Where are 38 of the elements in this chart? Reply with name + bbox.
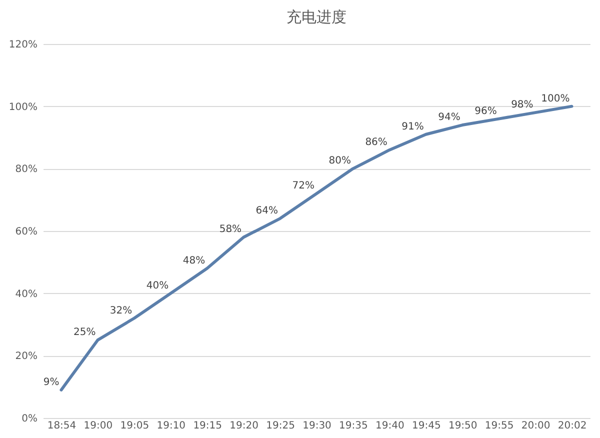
x-tick-label: 19:35 xyxy=(339,420,368,432)
y-tick-label: 20% xyxy=(15,351,38,362)
chart-title: 充电进度 xyxy=(286,8,346,26)
x-tick-label: 20:02 xyxy=(558,420,587,432)
x-tick-label: 19:25 xyxy=(266,420,295,432)
data-label: 96% xyxy=(474,106,497,117)
x-tick-label: 19:15 xyxy=(193,420,222,432)
y-tick-label: 80% xyxy=(15,164,38,176)
x-tick-label: 19:10 xyxy=(156,420,186,432)
x-tick-label: 19:50 xyxy=(448,420,478,432)
data-label: 48% xyxy=(182,255,206,266)
data-label: 86% xyxy=(365,136,388,148)
data-label: 94% xyxy=(438,112,460,124)
data-label: 98% xyxy=(511,100,534,111)
data-label: 80% xyxy=(328,156,351,167)
x-tick-label: 19:00 xyxy=(84,420,113,432)
x-tick-label: 19:30 xyxy=(302,420,332,432)
x-tick-label: 19:55 xyxy=(484,420,514,432)
data-label: 91% xyxy=(402,121,424,132)
data-label: 64% xyxy=(256,206,278,217)
y-tick-label: 120% xyxy=(8,40,38,50)
y-tick-label: 0% xyxy=(22,414,38,424)
y-tick-label: 60% xyxy=(15,226,38,238)
x-tick-label: 19:05 xyxy=(120,420,150,432)
data-label: 40% xyxy=(146,280,169,292)
data-label: 9% xyxy=(43,376,60,388)
y-tick-label: 40% xyxy=(15,288,38,300)
y-tick-label: 100% xyxy=(8,102,38,113)
x-tick-label: 19:40 xyxy=(376,420,404,432)
data-label: 58% xyxy=(219,224,242,236)
x-tick-label: 18:54 xyxy=(47,420,76,432)
x-tick-label: 19:20 xyxy=(230,420,258,432)
data-label: 100% xyxy=(541,93,570,104)
data-label: 72% xyxy=(292,180,314,192)
x-tick-label: 19:45 xyxy=(412,420,441,432)
data-label: 25% xyxy=(73,327,96,338)
x-tick-label: 20:00 xyxy=(521,420,550,432)
data-label: 32% xyxy=(110,305,132,316)
